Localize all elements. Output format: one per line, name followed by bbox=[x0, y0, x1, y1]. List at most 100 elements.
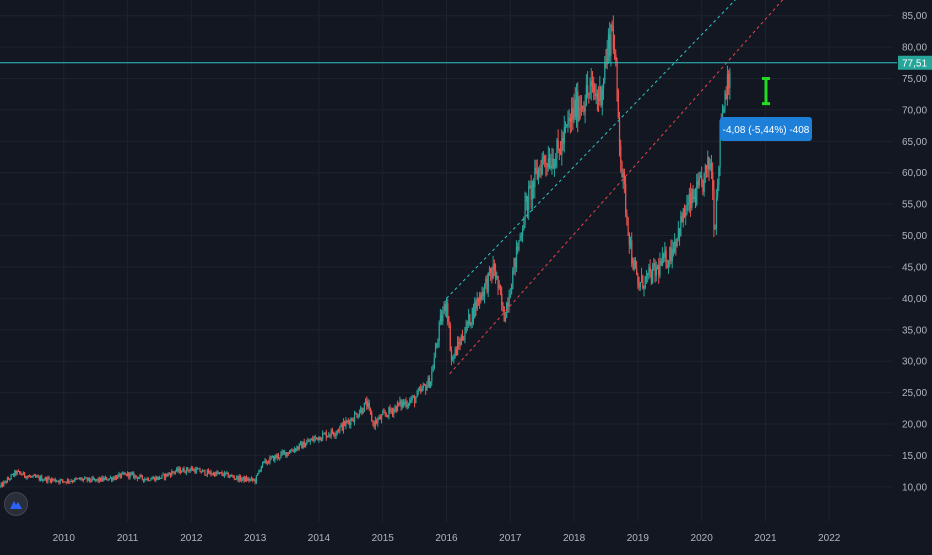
trend-channel-layer[interactable] bbox=[446, 0, 791, 375]
candle-body bbox=[346, 420, 348, 422]
candle-body bbox=[146, 478, 148, 480]
candle-body bbox=[393, 409, 395, 414]
candle-body bbox=[437, 340, 439, 345]
y-tick-label: 75,00 bbox=[902, 74, 927, 85]
x-tick-label: 2020 bbox=[691, 533, 714, 544]
trend-line-teal[interactable] bbox=[446, 0, 769, 299]
candle-body bbox=[243, 476, 245, 482]
candle-body bbox=[671, 248, 673, 261]
candle-body bbox=[649, 267, 651, 272]
y-axis[interactable]: 10,00 15,00 20,00 25,00 30,00 35,00 40,00 45,00… bbox=[898, 11, 932, 493]
candle-body bbox=[360, 408, 362, 413]
candle-body bbox=[519, 236, 521, 241]
candle-body bbox=[309, 440, 312, 442]
candle-body bbox=[703, 172, 705, 192]
candle-body bbox=[355, 413, 357, 415]
candle-body bbox=[426, 385, 428, 391]
candle-body bbox=[450, 350, 453, 360]
candle-body bbox=[3, 481, 5, 487]
candle-body bbox=[669, 247, 671, 262]
candle-body bbox=[124, 473, 126, 475]
candle-body bbox=[35, 475, 37, 478]
candle-body bbox=[549, 158, 551, 169]
measure-tool[interactable] bbox=[762, 77, 770, 106]
candle-body bbox=[610, 24, 612, 57]
candle-body bbox=[357, 416, 359, 418]
candle-body bbox=[334, 434, 336, 436]
candle-body bbox=[524, 202, 526, 226]
candle-body bbox=[598, 98, 600, 101]
candle-body bbox=[444, 303, 446, 311]
trend-line-red[interactable] bbox=[449, 0, 791, 375]
candle-body bbox=[382, 412, 384, 415]
candle-body bbox=[236, 476, 238, 479]
candle-body bbox=[257, 473, 259, 476]
candle-body bbox=[141, 475, 143, 479]
candle-body bbox=[656, 265, 659, 268]
candle-body bbox=[182, 468, 184, 472]
candle-body bbox=[628, 233, 630, 246]
candle-body bbox=[383, 412, 385, 414]
candle-body bbox=[693, 196, 695, 199]
candle-body bbox=[302, 441, 304, 449]
candle-body bbox=[112, 477, 114, 481]
candle-body bbox=[704, 165, 707, 173]
candle-body bbox=[441, 315, 443, 322]
candle-body bbox=[81, 478, 83, 481]
candle-body bbox=[701, 175, 703, 181]
candle-body bbox=[674, 241, 676, 253]
candle-body bbox=[354, 413, 356, 422]
candle-body bbox=[55, 481, 58, 483]
candle-body bbox=[620, 145, 622, 162]
candle-body bbox=[119, 473, 121, 478]
candle-body bbox=[295, 448, 297, 451]
y-tick-label: 65,00 bbox=[902, 137, 927, 148]
candle-body bbox=[259, 470, 261, 472]
candle-body bbox=[300, 442, 302, 444]
candle-body bbox=[698, 177, 700, 186]
candle-body bbox=[614, 49, 616, 55]
candle-body bbox=[658, 265, 660, 276]
candle-body bbox=[185, 467, 188, 473]
candle-body bbox=[48, 477, 50, 479]
candle-body bbox=[8, 478, 10, 480]
candle-body bbox=[471, 308, 473, 323]
candle-body bbox=[410, 400, 412, 402]
candle-body bbox=[363, 402, 366, 412]
candle-body bbox=[21, 474, 23, 476]
candle-body bbox=[53, 479, 55, 481]
measure-tooltip-text: -4,08 (-5,44%) -408 bbox=[723, 125, 810, 136]
x-axis[interactable]: 2010 2011 2012 2013 2014 2015 2016 2017 2018 2019… bbox=[53, 533, 841, 544]
candle-body bbox=[167, 473, 169, 476]
candle-body bbox=[345, 420, 347, 426]
candle-body bbox=[706, 165, 708, 170]
candle-body bbox=[665, 250, 667, 267]
candle-body bbox=[178, 468, 180, 472]
candle-body bbox=[603, 79, 605, 89]
current-price-label: 77,51 bbox=[902, 58, 927, 69]
candle-body bbox=[653, 263, 655, 267]
candle-body bbox=[307, 440, 309, 443]
candle-body bbox=[69, 481, 71, 483]
candle-body bbox=[135, 475, 137, 477]
x-tick-label: 2018 bbox=[563, 533, 586, 544]
candle-body bbox=[285, 452, 287, 457]
candle-body bbox=[725, 93, 727, 100]
candle-body bbox=[298, 443, 301, 449]
candle-body bbox=[163, 474, 166, 479]
overlay-layer: -4,08 (-5,44%) -408 bbox=[0, 62, 897, 141]
candle-body bbox=[508, 297, 510, 307]
candle-body bbox=[596, 93, 599, 99]
candle-body bbox=[27, 476, 29, 478]
candle-body bbox=[373, 422, 375, 427]
candle-body bbox=[39, 476, 42, 480]
candle-body bbox=[340, 423, 342, 427]
candle-body bbox=[174, 471, 177, 473]
y-tick-label: 45,00 bbox=[902, 262, 927, 273]
candle-body bbox=[571, 108, 573, 122]
candle-body bbox=[274, 455, 276, 461]
candle-body bbox=[626, 212, 628, 218]
candle-body bbox=[254, 479, 256, 483]
